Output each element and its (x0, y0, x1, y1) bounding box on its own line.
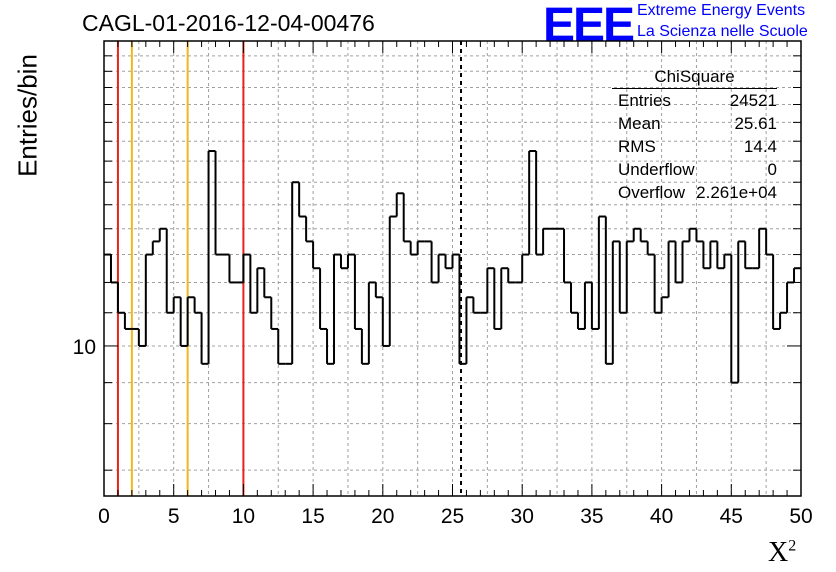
x-axis-label-symbol: X (768, 537, 789, 568)
stats-row-value: 0 (767, 160, 777, 179)
x-tick-label: 15 (301, 505, 324, 528)
x-tick-label: 5 (168, 505, 180, 528)
stats-row: Mean 25.61 (612, 112, 777, 135)
stats-row-name: Underflow (618, 160, 695, 179)
stats-row: Overflow 2.261e+04 (612, 181, 777, 204)
x-axis-label: X2 (768, 537, 796, 569)
stats-row: Entries 24521 (612, 89, 777, 112)
x-tick-label: 30 (511, 505, 534, 528)
stats-row-value: 2.261e+04 (696, 183, 777, 202)
x-tick-label: 25 (441, 505, 464, 528)
stats-row-name: Mean (618, 114, 661, 133)
x-tick-label: 10 (232, 505, 255, 528)
x-axis-label-exponent: 2 (788, 537, 797, 555)
stats-row: Underflow 0 (612, 158, 777, 181)
x-tick-label: 20 (371, 505, 394, 528)
y-tick-label: 10 (73, 336, 96, 359)
stats-row-value: 25.61 (734, 114, 777, 133)
stats-row-name: RMS (618, 137, 656, 156)
x-tick-label: 45 (720, 505, 743, 528)
x-tick-label: 40 (650, 505, 673, 528)
stats-row: RMS 14.4 (612, 135, 777, 158)
stats-title: ChiSquare (612, 67, 777, 89)
chart-title: CAGL-01-2016-12-04-00476 (82, 10, 375, 36)
stats-box: ChiSquare Entries 24521 Mean 25.61 RMS 14.4 Un… (612, 67, 777, 204)
stats-row-value: 14.4 (743, 137, 777, 156)
x-tick-label: 35 (580, 505, 603, 528)
x-tick-label: 0 (98, 505, 110, 528)
stats-row-name: Overflow (618, 183, 686, 202)
x-tick-label: 50 (789, 505, 812, 528)
logo-text-line2: La Scienza nelle Scuole (637, 23, 808, 40)
logo-text-line1: Extreme Energy Events (637, 2, 806, 19)
stats-row-name: Entries (618, 91, 671, 110)
stats-rows: Entries 24521 Mean 25.61 RMS 14.4 Underflow 0 Ov… (612, 89, 777, 204)
stats-row-value: 24521 (729, 91, 777, 110)
